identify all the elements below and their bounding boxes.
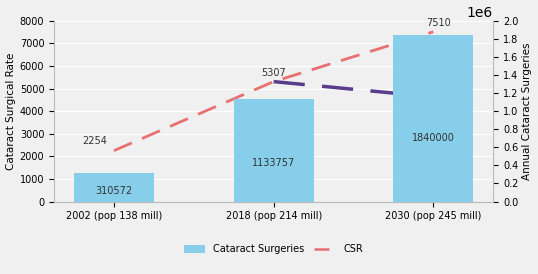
CSR — [111, 149, 117, 152]
Bar — [393, 35, 473, 202]
Bar — [233, 99, 314, 202]
Line: CSR: CSR — [114, 32, 433, 151]
Bar — [74, 173, 154, 202]
Y-axis label: Cataract Surgical Rate: Cataract Surgical Rate — [5, 52, 16, 170]
Text: 4628: 4628 — [446, 99, 471, 109]
Text: 7510: 7510 — [426, 18, 450, 28]
CSR — [271, 80, 277, 83]
Y-axis label: Annual Cataract Surgeries: Annual Cataract Surgeries — [522, 42, 533, 180]
Text: 2254: 2254 — [82, 136, 107, 146]
Text: 1133757: 1133757 — [252, 158, 295, 168]
Legend: Cataract Surgeries, CSR: Cataract Surgeries, CSR — [180, 240, 367, 258]
Text: 5307: 5307 — [261, 68, 286, 78]
Text: 310572: 310572 — [95, 186, 132, 196]
CSR — [430, 30, 436, 33]
Text: 1840000: 1840000 — [412, 133, 455, 143]
